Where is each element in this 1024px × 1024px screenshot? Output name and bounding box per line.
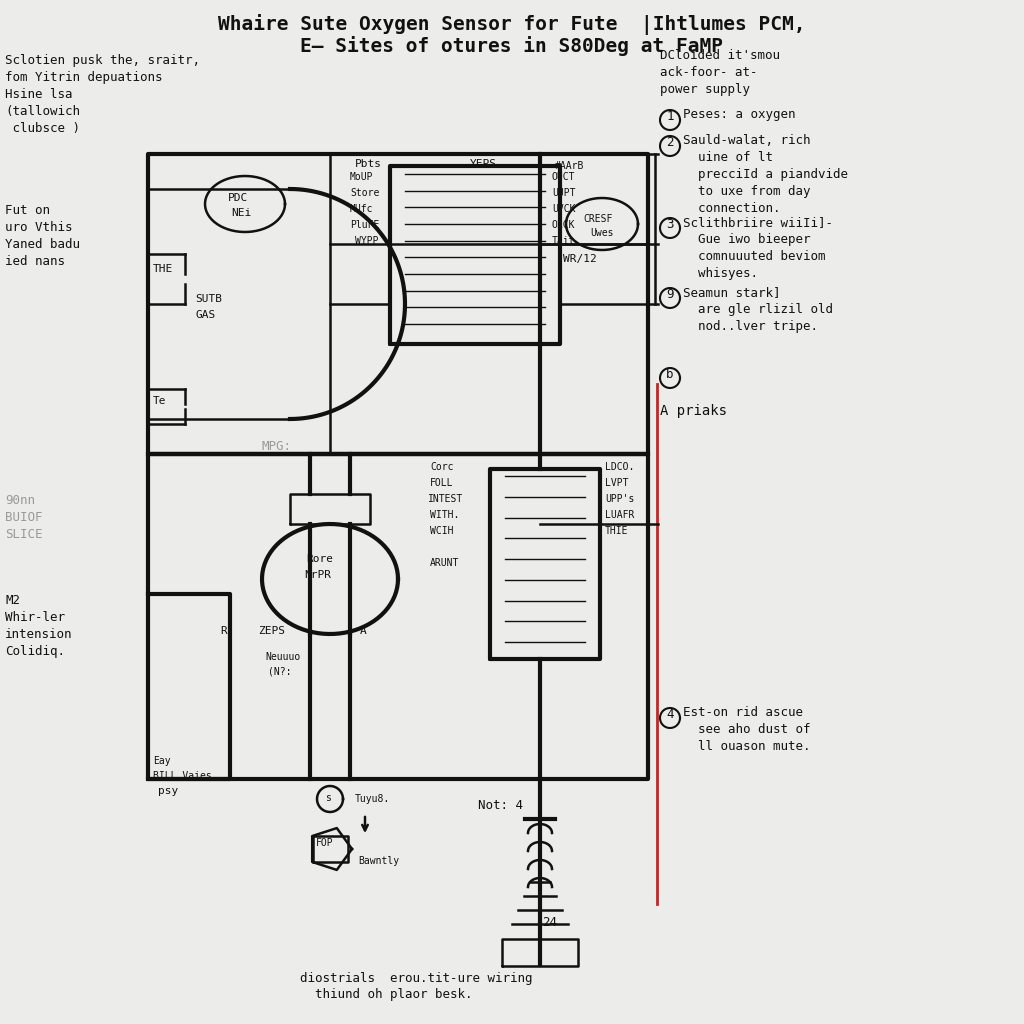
Text: uro Vthis: uro Vthis [5, 221, 73, 234]
Text: FOLL: FOLL [430, 478, 454, 488]
Text: nod..lver tripe.: nod..lver tripe. [683, 319, 818, 333]
Text: SLICE: SLICE [5, 528, 43, 541]
Text: ied nans: ied nans [5, 255, 65, 268]
Text: OUCT: OUCT [552, 172, 575, 182]
Text: Whaire Sute Oxygen Sensor for Fute  |Ihtlumes PCM,: Whaire Sute Oxygen Sensor for Fute |Ihtl… [218, 14, 806, 35]
Text: Yaned badu: Yaned badu [5, 238, 80, 251]
Text: A: A [360, 626, 367, 636]
Text: THIE: THIE [605, 526, 629, 536]
Text: Pbts: Pbts [355, 159, 382, 169]
Text: are gle rlizil old: are gle rlizil old [683, 303, 833, 316]
Text: Est-on rid ascue: Est-on rid ascue [683, 706, 803, 719]
Text: Te: Te [153, 396, 167, 406]
Text: ARUNT: ARUNT [430, 558, 460, 568]
Text: BUIOF: BUIOF [5, 511, 43, 524]
Text: Peses: a oxygen: Peses: a oxygen [683, 108, 796, 121]
Text: 90nn: 90nn [5, 494, 35, 507]
Text: A priaks: A priaks [660, 404, 727, 418]
Text: Uwes: Uwes [590, 228, 613, 238]
Text: Sauld-walat, rich: Sauld-walat, rich [683, 134, 811, 147]
Text: ZEPS: ZEPS [258, 626, 285, 636]
Text: Tait: Tait [552, 236, 575, 246]
Text: THE: THE [153, 264, 173, 274]
Text: connection.: connection. [683, 202, 780, 215]
Text: 2: 2 [667, 135, 674, 148]
Text: WCIH: WCIH [430, 526, 454, 536]
Text: BILL Vaies: BILL Vaies [153, 771, 212, 781]
Text: LDCO.: LDCO. [605, 462, 635, 472]
Text: Corc: Corc [430, 462, 454, 472]
Text: PDC: PDC [228, 193, 248, 203]
Text: YEPS: YEPS [470, 159, 497, 169]
Text: UUPT: UUPT [552, 188, 575, 198]
Text: ll ouason mute.: ll ouason mute. [683, 740, 811, 753]
Text: (tallowich: (tallowich [5, 105, 80, 118]
Text: UPP's: UPP's [605, 494, 635, 504]
Text: Gue iwo bieeper: Gue iwo bieeper [683, 233, 811, 246]
Text: Not: 4: Not: 4 [478, 799, 523, 812]
Text: 24: 24 [542, 916, 557, 929]
Text: see aho dust of: see aho dust of [683, 723, 811, 736]
Text: thiund oh plaor besk.: thiund oh plaor besk. [315, 988, 472, 1001]
Text: fom Yitrin depuations: fom Yitrin depuations [5, 71, 163, 84]
Text: Fut on: Fut on [5, 204, 50, 217]
Text: s: s [325, 793, 331, 803]
Text: intension: intension [5, 628, 73, 641]
Text: LUAFR: LUAFR [605, 510, 635, 520]
Text: 3: 3 [667, 217, 674, 230]
Text: Sclithbriire wiiIi]-: Sclithbriire wiiIi]- [683, 216, 833, 229]
Text: #AArB: #AArB [555, 161, 585, 171]
Text: 4: 4 [667, 708, 674, 721]
Text: 9: 9 [667, 288, 674, 300]
Text: WITH.: WITH. [430, 510, 460, 520]
Text: Colidiq.: Colidiq. [5, 645, 65, 658]
Text: LVPT: LVPT [605, 478, 629, 488]
Text: psy: psy [158, 786, 178, 796]
Text: Neuuuo: Neuuuo [265, 652, 300, 662]
Text: INTEST: INTEST [428, 494, 463, 504]
Text: Seamun stark]: Seamun stark] [683, 286, 780, 299]
Text: comnuuuted beviom: comnuuuted beviom [683, 250, 825, 263]
Text: 1: 1 [667, 110, 674, 123]
Text: Hsine lsa: Hsine lsa [5, 88, 73, 101]
Text: (N?:: (N?: [268, 667, 292, 677]
Text: NEi: NEi [231, 208, 251, 218]
Text: MoUP: MoUP [350, 172, 374, 182]
Text: MUfc: MUfc [350, 204, 374, 214]
Text: DCloided it'smou: DCloided it'smou [660, 49, 780, 62]
Text: PluFE: PluFE [350, 220, 379, 230]
Text: precciId a piandvide: precciId a piandvide [683, 168, 848, 181]
Text: Bawntly: Bawntly [358, 856, 399, 866]
Text: M2: M2 [5, 594, 20, 607]
Text: whisyes.: whisyes. [683, 267, 758, 280]
Text: NrPR: NrPR [304, 570, 331, 580]
Text: R.: R. [220, 626, 233, 636]
Text: to uxe from day: to uxe from day [683, 185, 811, 198]
Text: WYPP: WYPP [355, 236, 379, 246]
Text: Eay: Eay [153, 756, 171, 766]
Text: ack-foor- at-: ack-foor- at- [660, 66, 758, 79]
Text: MPG:: MPG: [262, 440, 292, 453]
Text: Store: Store [350, 188, 379, 198]
Text: OLCK: OLCK [552, 220, 575, 230]
Text: b: b [667, 368, 674, 381]
Text: UVCK: UVCK [552, 204, 575, 214]
Text: WR/12: WR/12 [563, 254, 597, 264]
Text: SUTB: SUTB [195, 294, 222, 304]
Text: diostrials  erou.tit-ure wiring: diostrials erou.tit-ure wiring [300, 972, 532, 985]
Text: E— Sites of otures in S80Deg at FaMP: E— Sites of otures in S80Deg at FaMP [300, 36, 724, 56]
Text: uine of lt: uine of lt [683, 151, 773, 164]
Text: FOP: FOP [316, 838, 334, 848]
Text: Tuyu8.: Tuyu8. [355, 794, 390, 804]
Text: GAS: GAS [196, 310, 216, 319]
Text: power supply: power supply [660, 83, 750, 96]
Text: Whir-ler: Whir-ler [5, 611, 65, 624]
Text: Sclotien pusk the, sraitr,: Sclotien pusk the, sraitr, [5, 54, 200, 67]
Text: clubsce ): clubsce ) [5, 122, 80, 135]
Text: CRESF: CRESF [583, 214, 612, 224]
Text: Rore: Rore [306, 554, 333, 564]
